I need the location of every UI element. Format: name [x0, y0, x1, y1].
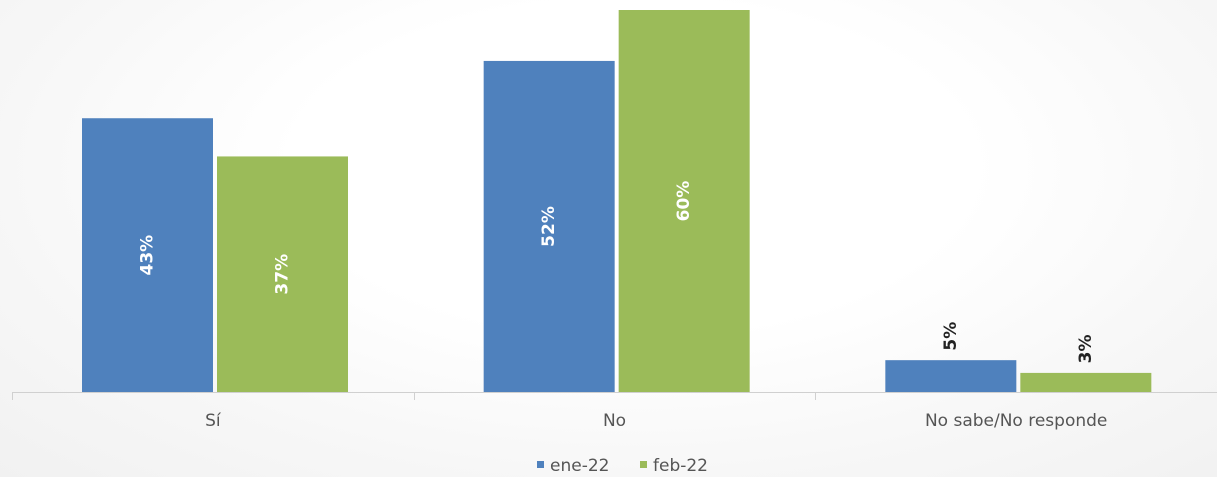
data-label-feb-22-2: 3%: [1076, 334, 1096, 363]
bar-feb-22-2: [1020, 372, 1152, 392]
legend-label-feb-22: feb-22: [653, 456, 708, 476]
bar-feb-22-0: [217, 156, 348, 392]
bar-ene-22-1: [483, 60, 615, 392]
legend: ene-22 feb-22: [537, 456, 708, 476]
category-label: Sí: [205, 411, 222, 431]
category-label: No: [603, 411, 626, 431]
data-label-feb-22-1: 60%: [674, 181, 694, 222]
data-labels: 43% 37% 52% 60% 5% 3%: [138, 181, 1096, 364]
data-label-ene-22-0: 43%: [138, 235, 158, 276]
x-axis: [12, 392, 1217, 400]
legend-label-ene-22: ene-22: [550, 456, 609, 476]
bar-ene-22-2: [885, 360, 1017, 392]
category-label: No sabe/No responde: [925, 411, 1107, 431]
data-label-feb-22-0: 37%: [273, 254, 293, 295]
bar-ene-22-0: [82, 118, 213, 392]
bars: [82, 10, 1152, 392]
category-labels: Sí No No sabe/No responde: [205, 411, 1107, 431]
data-label-ene-22-2: 5%: [941, 322, 961, 351]
data-label-ene-22-1: 52%: [539, 206, 559, 247]
legend-swatch-ene-22: [537, 461, 544, 468]
bar-feb-22-1: [618, 10, 750, 392]
legend-swatch-feb-22: [640, 461, 647, 468]
